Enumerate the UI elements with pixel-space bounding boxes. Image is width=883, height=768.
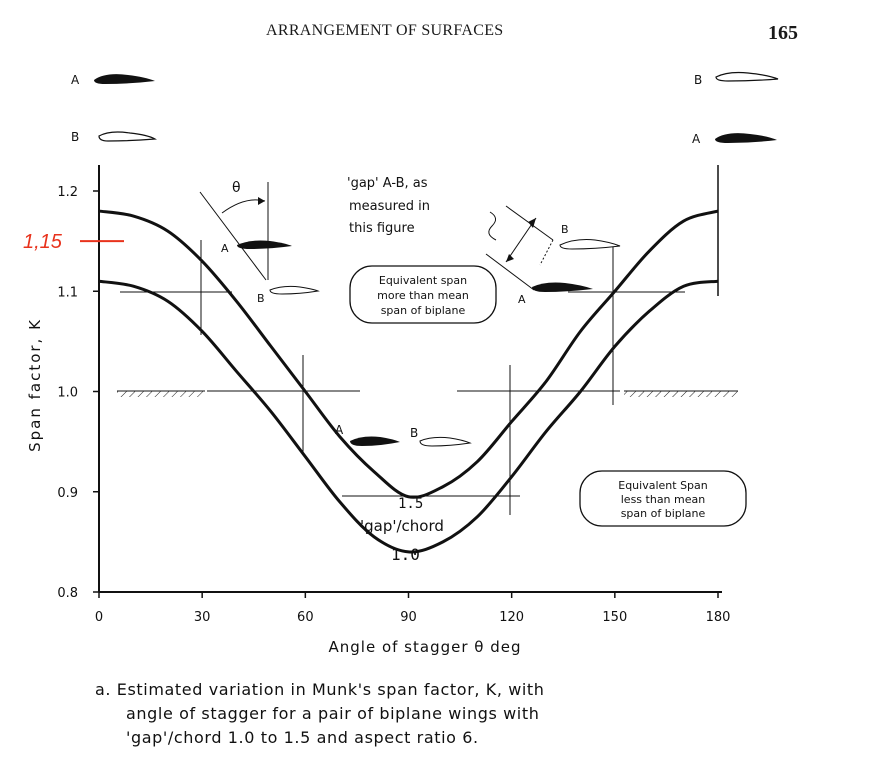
gap-annotation-line-2: measured in (349, 199, 430, 214)
series-label-1-5: 1.5 (398, 496, 423, 512)
x-tick-label-180: 180 (706, 610, 731, 625)
chart-series (98, 209, 719, 554)
x-tick-label-150: 150 (602, 610, 627, 625)
y-tick-label-1.1: 1.1 (57, 285, 78, 300)
svg-text:θ: θ (232, 180, 241, 196)
x-tick-label-0: 0 (95, 610, 103, 625)
svg-text:B: B (410, 426, 418, 440)
mean-span-reference (117, 390, 738, 397)
zero-stagger-sketch: A B (335, 423, 472, 447)
x-tick-label-90: 90 (400, 610, 417, 625)
svg-text:A: A (335, 423, 344, 437)
y-axis-label: Span factor, K (26, 318, 44, 452)
series-line-gap-chord-1-0 (98, 279, 719, 554)
svg-text:A: A (692, 132, 701, 146)
y-tick-label-1.0: 1.0 (57, 386, 78, 401)
wing-a-solid-icon (715, 133, 777, 143)
y-tick-label-0.9: 0.9 (57, 486, 78, 501)
y-tick-label-0.8: 0.8 (57, 586, 78, 601)
svg-text:A: A (71, 73, 80, 87)
gap-annotation-line-1: 'gap' A-B, as (347, 176, 428, 191)
series-group-label: 'gap'/chord (360, 517, 444, 535)
axis-tick-labels: 0 30 60 90 120 150 180 0.8 0.9 1.0 1.1 1.2 (57, 185, 730, 625)
caption-line-1: a. Estimated variation in Munk's span fa… (95, 680, 545, 699)
stagger-angle-sketch: θ A B (199, 180, 320, 305)
x-tick-label-120: 120 (499, 610, 524, 625)
callout-less-than-mean: Equivalent Span less than mean span of b… (579, 470, 747, 527)
wing-b-outline-icon (98, 131, 157, 142)
gap-annotation-line-3: this figure (349, 221, 415, 236)
svg-text:span of biplane: span of biplane (621, 507, 706, 520)
wing-sketch-left: A B (71, 73, 157, 144)
wing-b-outline-icon (715, 71, 779, 82)
y-tick-label-1.2: 1.2 (57, 185, 78, 200)
page-header-title: ARRANGEMENT OF SURFACES (266, 22, 504, 39)
series-label-1-0: 1.0 (391, 545, 420, 564)
svg-text:more than mean: more than mean (377, 289, 469, 302)
svg-text:Equivalent span: Equivalent span (379, 274, 467, 287)
axis-ticks (93, 190, 719, 598)
svg-text:B: B (71, 130, 79, 144)
caption-line-2: angle of stagger for a pair of biplane w… (126, 704, 539, 723)
caption-line-3: 'gap'/chord 1.0 to 1.5 and aspect ratio … (126, 728, 479, 747)
wing-sketch-right: B A (692, 71, 779, 146)
series-line-gap-chord-1-5 (98, 209, 719, 499)
red-marker-label: 1,15 (23, 231, 63, 253)
svg-text:span of biplane: span of biplane (381, 304, 466, 317)
page-number: 165 (768, 22, 798, 44)
svg-text:B: B (257, 292, 265, 305)
svg-text:Equivalent Span: Equivalent Span (618, 479, 708, 492)
svg-text:B: B (561, 223, 569, 236)
svg-text:less than mean: less than mean (621, 493, 705, 506)
x-axis-label: Angle of stagger θ deg (329, 638, 522, 656)
svg-text:B: B (694, 73, 702, 87)
x-tick-label-60: 60 (297, 610, 314, 625)
construction-lines (120, 240, 685, 515)
callout-more-than-mean: Equivalent span more than mean span of b… (349, 265, 497, 324)
wing-a-solid-icon (94, 74, 155, 84)
svg-text:A: A (221, 242, 229, 255)
svg-text:A: A (518, 293, 526, 306)
figure-caption: a. Estimated variation in Munk's span fa… (95, 680, 545, 747)
x-tick-label-30: 30 (194, 610, 211, 625)
gap-annotation: 'gap' A-B, as measured in this figure B … (347, 176, 621, 306)
